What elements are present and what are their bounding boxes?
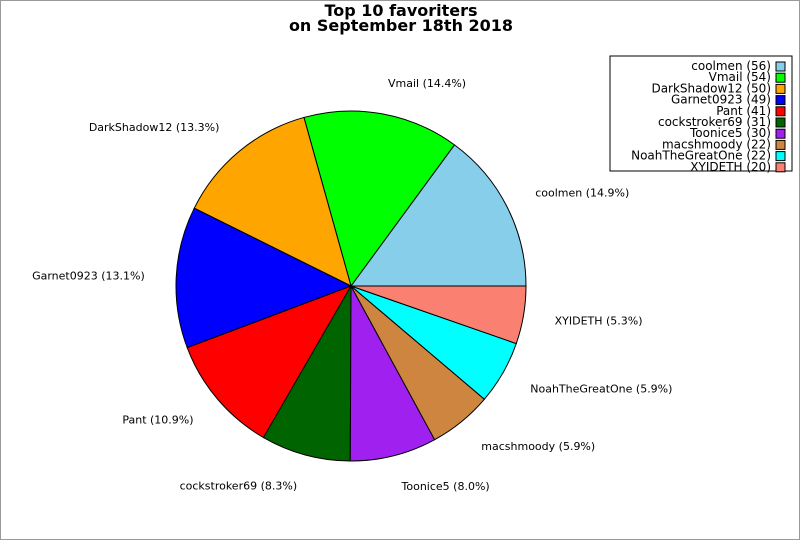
legend-swatch-toonice5 (775, 128, 786, 139)
legend-entry-cockstroker69: cockstroker69 (31) (658, 115, 771, 129)
slice-label-noahthegreatone: NoahTheGreatOne (5.9%) (530, 383, 672, 396)
legend-swatch-garnet0923 (775, 95, 786, 106)
legend-entry-macshmoody: macshmoody (22) (662, 137, 771, 151)
legend-swatch-noahthegreatone (775, 151, 786, 162)
pie-slice-xyideth (350, 285, 527, 345)
slice-label-darkshadow12: DarkShadow12 (13.3%) (89, 121, 220, 134)
legend-entry-coolmen: coolmen (56) (691, 59, 771, 73)
legend-entry-noahthegreatone: NoahTheGreatOne (22) (631, 149, 771, 163)
legend-entry-toonice5: Toonice5 (30) (689, 126, 771, 140)
slice-label-toonice5: Toonice5 (8.0%) (401, 480, 490, 493)
slice-label-xyideth: XYIDETH (5.3%) (555, 314, 643, 327)
pie-slice-cockstroker69 (262, 284, 352, 462)
legend-swatch-coolmen (775, 61, 786, 72)
legend-swatch-cockstroker69 (775, 117, 786, 128)
slice-label-pant: Pant (10.9%) (122, 414, 193, 427)
legend-swatch-pant (775, 106, 786, 117)
legend-swatch-macshmoody (775, 139, 786, 150)
pie-slices (175, 110, 527, 462)
slice-label-coolmen: coolmen (14.9%) (535, 187, 629, 200)
slice-label-macshmoody: macshmoody (5.9%) (481, 440, 595, 453)
pie-slice-garnet0923 (175, 207, 353, 349)
slice-labels: coolmen (14.9%) Vmail (14.4%) DarkShadow12… (32, 77, 672, 493)
legend-entry-pant: Pant (41) (716, 104, 771, 118)
legend-swatch-vmail (775, 72, 786, 83)
legend: coolmen (56)Vmail (54)DarkShadow12 (50)G… (609, 55, 793, 174)
pie-slice-pant (186, 285, 353, 439)
legend-swatch-darkshadow12 (775, 83, 786, 94)
chart-title-line-1: Top 10 favoriters (324, 1, 477, 20)
pie-slice-vmail (303, 110, 456, 288)
slice-label-vmail: Vmail (14.4%) (388, 77, 466, 90)
legend-entry-garnet0923: Garnet0923 (49) (671, 93, 771, 107)
legend-entry-vmail: Vmail (54) (709, 70, 771, 84)
slice-label-garnet0923: Garnet0923 (13.1%) (32, 270, 145, 283)
pie-slice-darkshadow12 (193, 116, 352, 287)
legend-box (609, 55, 793, 172)
legend-swatch-xyideth (775, 162, 786, 173)
legend-entry-darkshadow12: DarkShadow12 (50) (651, 81, 771, 95)
chart-title-line-2: on September 18th 2018 (289, 16, 513, 35)
pie-slice-coolmen (350, 144, 527, 287)
legend-entry-xyideth: XYIDETH (20) (690, 160, 771, 174)
slice-label-cockstroker69: cockstroker69 (8.3%) (180, 479, 298, 492)
